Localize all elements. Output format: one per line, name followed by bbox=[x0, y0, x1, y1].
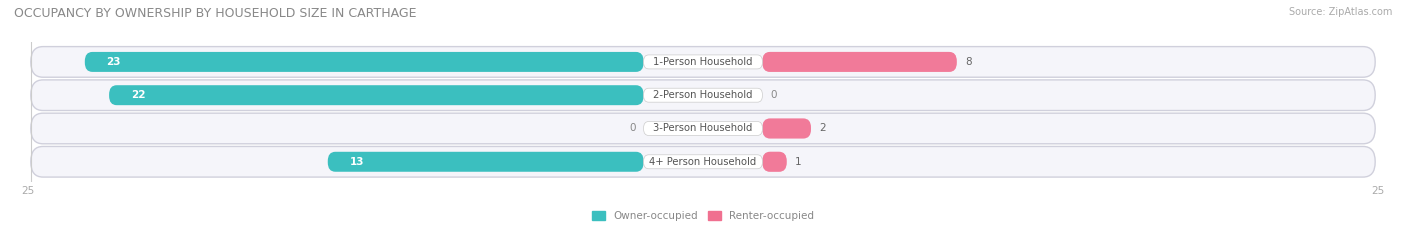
Text: 1: 1 bbox=[794, 157, 801, 167]
Text: 8: 8 bbox=[965, 57, 972, 67]
Text: Source: ZipAtlas.com: Source: ZipAtlas.com bbox=[1288, 7, 1392, 17]
Text: 2-Person Household: 2-Person Household bbox=[654, 90, 752, 100]
Text: 1-Person Household: 1-Person Household bbox=[654, 57, 752, 67]
Text: 0: 0 bbox=[628, 123, 636, 134]
FancyBboxPatch shape bbox=[84, 52, 644, 72]
FancyBboxPatch shape bbox=[762, 152, 787, 172]
FancyBboxPatch shape bbox=[31, 147, 1375, 177]
Text: 2: 2 bbox=[820, 123, 825, 134]
FancyBboxPatch shape bbox=[31, 80, 1375, 110]
FancyBboxPatch shape bbox=[644, 121, 762, 135]
FancyBboxPatch shape bbox=[31, 47, 1375, 77]
FancyBboxPatch shape bbox=[762, 152, 787, 172]
Text: 0: 0 bbox=[770, 90, 778, 100]
Text: 13: 13 bbox=[349, 157, 364, 167]
Text: 3-Person Household: 3-Person Household bbox=[654, 123, 752, 134]
FancyBboxPatch shape bbox=[644, 155, 762, 169]
FancyBboxPatch shape bbox=[31, 113, 1375, 144]
FancyBboxPatch shape bbox=[762, 119, 811, 138]
Text: 23: 23 bbox=[107, 57, 121, 67]
FancyBboxPatch shape bbox=[328, 152, 644, 172]
FancyBboxPatch shape bbox=[110, 85, 644, 105]
FancyBboxPatch shape bbox=[762, 119, 811, 138]
FancyBboxPatch shape bbox=[762, 52, 956, 72]
FancyBboxPatch shape bbox=[644, 88, 762, 102]
FancyBboxPatch shape bbox=[644, 55, 762, 69]
Text: OCCUPANCY BY OWNERSHIP BY HOUSEHOLD SIZE IN CARTHAGE: OCCUPANCY BY OWNERSHIP BY HOUSEHOLD SIZE… bbox=[14, 7, 416, 20]
Text: 22: 22 bbox=[131, 90, 145, 100]
Text: 4+ Person Household: 4+ Person Household bbox=[650, 157, 756, 167]
Legend: Owner-occupied, Renter-occupied: Owner-occupied, Renter-occupied bbox=[588, 207, 818, 226]
FancyBboxPatch shape bbox=[762, 52, 956, 72]
